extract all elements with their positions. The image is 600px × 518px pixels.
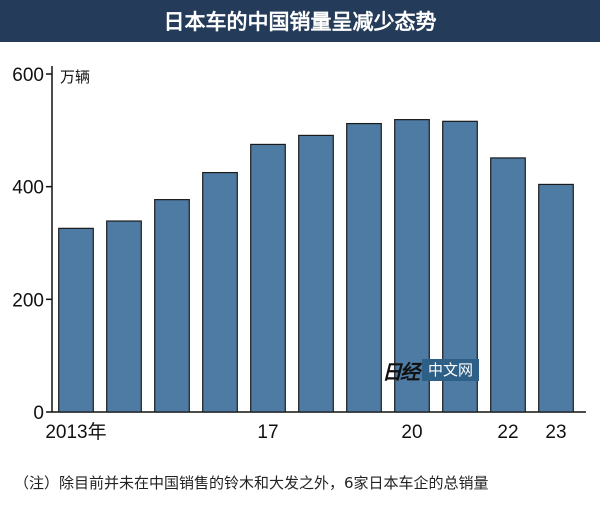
- y-tick-label: 0: [33, 403, 44, 424]
- chart-title: 日本车的中国销量呈减少态势: [0, 0, 600, 42]
- bar-chart: 0 200 400 600 2013年 17 20 22 23 万辆: [12, 65, 586, 443]
- watermark: 日经 中文网: [382, 358, 480, 384]
- x-tick-label: 22: [497, 422, 518, 443]
- watermark-badge: 中文网: [422, 359, 480, 381]
- y-tick-label: 400: [12, 178, 44, 199]
- x-tick-label: 17: [257, 422, 278, 443]
- footnote: （注）除目前并未在中国销售的铃木和大发之外，6家日本车企的总销量: [14, 474, 489, 492]
- bar-2017: [250, 143, 286, 413]
- y-tick-label: 600: [12, 65, 44, 86]
- x-tick-label: 2013年: [45, 421, 106, 443]
- chart-area: 0 200 400 600 2013年 17 20 22 23 万辆: [0, 46, 600, 456]
- bar-2014: [106, 220, 142, 413]
- y-axis-unit: 万辆: [60, 68, 90, 86]
- bar-2022: [490, 157, 526, 413]
- bar-2013: [58, 227, 94, 413]
- x-tick-label: 23: [545, 422, 566, 443]
- x-tick-label: 20: [401, 422, 422, 443]
- y-tick-label: 200: [12, 290, 44, 311]
- bar-2023: [538, 183, 574, 413]
- bar-2016: [202, 171, 238, 413]
- watermark-logo: 日经: [382, 359, 420, 384]
- bar-2015: [154, 199, 190, 413]
- bar-2018: [298, 134, 334, 413]
- bar-2019: [346, 122, 382, 413]
